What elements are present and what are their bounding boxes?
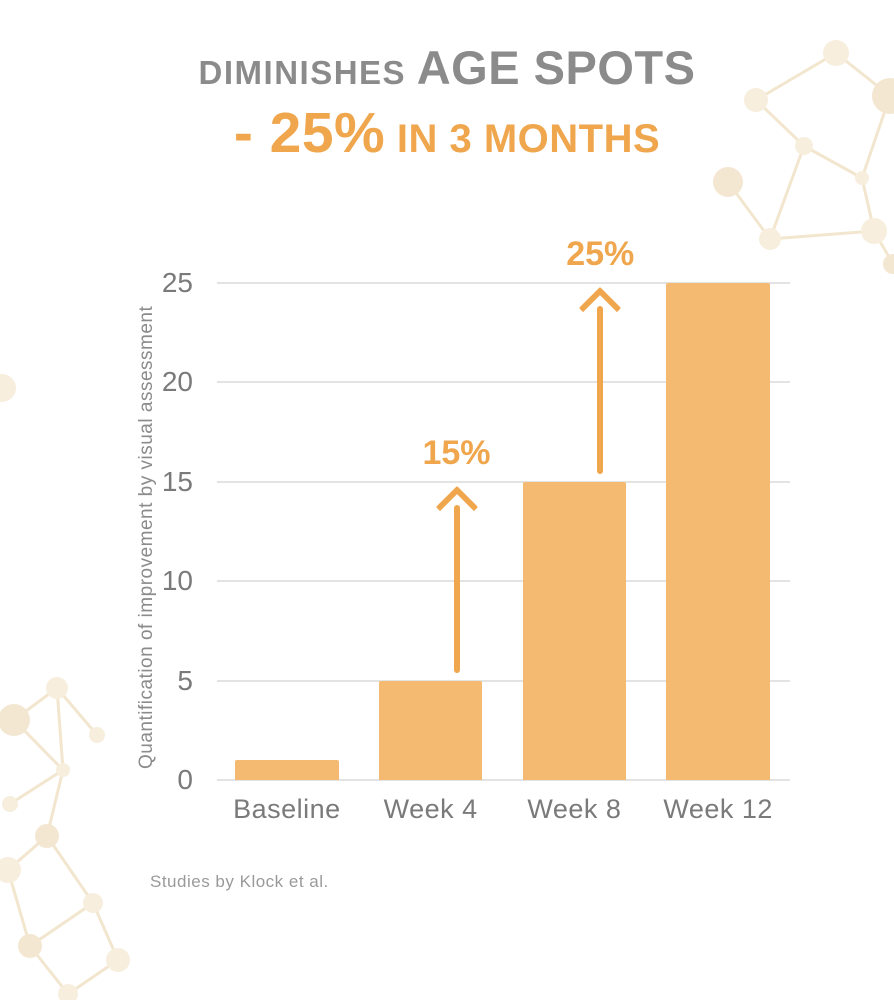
bar-week-8 xyxy=(522,481,627,780)
bar-column xyxy=(503,283,647,780)
annotation-label: 25% xyxy=(566,235,635,274)
x-tick-label: Baseline xyxy=(233,794,341,824)
title-block: DIMINISHES AGE SPOTS - 25% IN 3 MONTHS xyxy=(0,42,894,164)
gridline xyxy=(217,480,790,483)
gridline xyxy=(217,282,790,284)
title-suffix: IN 3 MONTHS xyxy=(396,116,661,161)
x-tick-label: Week 12 xyxy=(663,794,773,824)
headline-line1: DIMINISHES AGE SPOTS xyxy=(0,42,894,94)
y-tick-label: 15 xyxy=(161,465,193,497)
gridline xyxy=(217,580,790,583)
plot-area: 0 5 10 15 20 25 15% 25% xyxy=(162,235,790,795)
x-axis-labels: Baseline Week 4 Week 8 Week 12 xyxy=(215,794,790,825)
bars-layer xyxy=(215,283,790,780)
y-tick-label: 20 xyxy=(161,366,193,398)
grid-layer xyxy=(215,282,790,781)
headline-line2: - 25% IN 3 MONTHS xyxy=(0,100,894,165)
bar-column xyxy=(646,283,790,780)
y-tick-label: 0 xyxy=(177,764,193,795)
title-emphasis: AGE SPOTS xyxy=(416,41,696,94)
study-reference: Studies by Klock et al. xyxy=(150,872,329,891)
title-highlight: - 25% xyxy=(233,100,386,165)
y-tick-label: 5 xyxy=(177,664,193,696)
bar-baseline xyxy=(235,760,339,780)
y-tick-label: 25 xyxy=(161,267,193,298)
x-tick-label: Week 8 xyxy=(527,794,622,824)
bar-column xyxy=(215,283,359,780)
molecule-decoration-left-icon xyxy=(0,374,16,402)
gridline xyxy=(217,381,790,384)
gridline xyxy=(217,779,790,781)
y-axis-ticks: 0 5 10 15 20 25 xyxy=(162,267,790,795)
bar-column xyxy=(359,283,503,780)
bar-week-4 xyxy=(378,680,483,780)
bar-week-12 xyxy=(666,283,770,780)
molecule-decoration-bottom-left-icon xyxy=(0,677,130,1000)
x-tick-label: Week 4 xyxy=(383,794,478,824)
gridline xyxy=(217,679,790,682)
title-prefix: DIMINISHES xyxy=(198,54,407,91)
y-tick-label: 10 xyxy=(161,565,193,597)
y-axis-title: Quantification of improvement by visual … xyxy=(136,305,157,769)
